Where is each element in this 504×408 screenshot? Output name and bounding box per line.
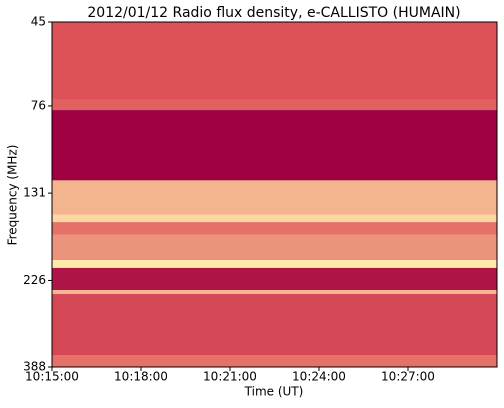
x-tick-label: 10:18:00 bbox=[114, 370, 168, 384]
chart-title: 2012/01/12 Radio flux density, e-CALLIST… bbox=[87, 5, 460, 21]
spectrogram-band bbox=[52, 99, 497, 111]
spectrogram-band bbox=[52, 260, 497, 268]
y-tick-label: 45 bbox=[31, 15, 46, 29]
spectrogram-band bbox=[52, 290, 497, 295]
y-tick-label: 131 bbox=[23, 186, 46, 200]
y-tick-label: 226 bbox=[23, 273, 46, 287]
plot-area bbox=[52, 22, 497, 367]
plot-frame bbox=[51, 21, 498, 368]
spectrogram-band bbox=[52, 294, 497, 356]
x-tick-label: 10:27:00 bbox=[381, 370, 435, 384]
y-tick-label: 76 bbox=[31, 98, 46, 112]
spectrogram-band bbox=[52, 355, 497, 367]
x-tick-label: 10:24:00 bbox=[292, 370, 346, 384]
x-tick-label: 10:21:00 bbox=[203, 370, 257, 384]
spectrogram-band bbox=[52, 267, 497, 291]
spectrogram-band bbox=[52, 234, 497, 261]
y-axis-label: Frequency (MHz) bbox=[6, 145, 20, 246]
x-tick-label: 10:15:00 bbox=[25, 370, 79, 384]
x-axis-label: Time (UT) bbox=[244, 385, 304, 399]
spectrogram-band bbox=[52, 180, 497, 215]
spectrogram-band bbox=[52, 222, 497, 235]
spectrogram-band bbox=[52, 110, 497, 181]
spectrogram-band bbox=[52, 22, 497, 100]
y-tick-label: 388 bbox=[23, 360, 46, 374]
spectrogram-band bbox=[52, 214, 497, 223]
